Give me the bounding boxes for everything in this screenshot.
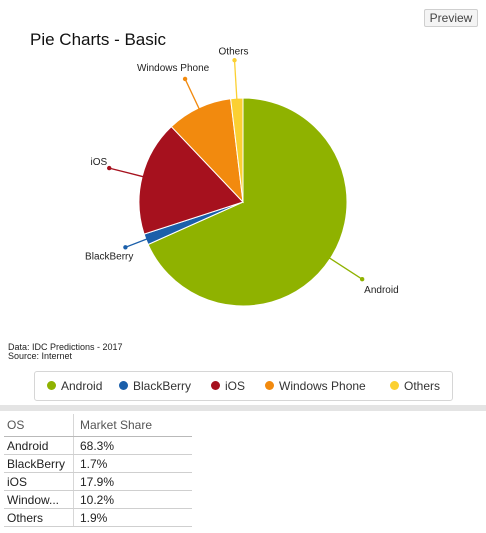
column-header-os: OS bbox=[4, 414, 74, 437]
connector-line-others bbox=[233, 60, 238, 101]
table-row: Window... 10.2% bbox=[4, 490, 192, 509]
legend-item-windows-phone[interactable]: Windows Phone bbox=[265, 372, 366, 400]
table-row: Others 1.9% bbox=[4, 508, 192, 527]
chart-title: Pie Charts - Basic bbox=[30, 30, 167, 49]
data-table: OS Market Share Android 68.3% BlackBerry… bbox=[4, 414, 192, 527]
legend-label: Others bbox=[404, 379, 441, 393]
legend-swatch bbox=[265, 381, 274, 391]
data-label-others: Others bbox=[219, 46, 249, 57]
data-label-ios: iOS bbox=[91, 157, 108, 168]
table-header-row: OS Market Share bbox=[4, 414, 192, 437]
connector-line-android bbox=[328, 256, 363, 280]
cell-share: 68.3% bbox=[73, 436, 192, 455]
connector-line-blackberry bbox=[125, 238, 149, 248]
legend-swatch bbox=[47, 381, 56, 391]
connector-dot-ios bbox=[107, 165, 112, 171]
cell-share: 17.9% bbox=[73, 472, 192, 491]
connector-dot-blackberry bbox=[123, 245, 128, 250]
legend-label: iOS bbox=[225, 379, 246, 393]
connector-line-ios bbox=[109, 167, 145, 178]
legend-label: Android bbox=[61, 379, 103, 393]
column-header-market-share: Market Share bbox=[73, 414, 192, 437]
legend-label: BlackBerry bbox=[133, 379, 192, 393]
cell-share: 10.2% bbox=[73, 490, 192, 509]
legend-item-android[interactable]: Android bbox=[47, 372, 102, 400]
connector-dot-windows-phone bbox=[182, 76, 188, 82]
legend-swatch bbox=[119, 381, 128, 391]
legend-swatch bbox=[390, 381, 399, 391]
cell-share: 1.7% bbox=[73, 454, 192, 473]
chart-legend: Android BlackBerry iOS Windows Phone Others bbox=[34, 371, 453, 401]
source-note: Data: IDC Predictions - 2017 Source: Int… bbox=[8, 343, 123, 361]
cell-os: Window... bbox=[4, 490, 74, 509]
legend-label: Windows Phone bbox=[279, 379, 366, 393]
cell-os: Others bbox=[4, 508, 74, 527]
legend-item-others[interactable]: Others bbox=[390, 372, 440, 400]
table-row: iOS 17.9% bbox=[4, 472, 192, 491]
source-data-text: Data: IDC Predictions - 2017 bbox=[8, 342, 123, 352]
table-row: BlackBerry 1.7% bbox=[4, 454, 192, 473]
cell-os: iOS bbox=[4, 472, 74, 491]
cell-os: Android bbox=[4, 436, 74, 455]
legend-item-ios[interactable]: iOS bbox=[211, 372, 245, 400]
preview-button[interactable]: Preview bbox=[424, 9, 478, 27]
cell-os: BlackBerry bbox=[4, 454, 74, 473]
connector-dot-others bbox=[232, 58, 237, 63]
connector-line-windows-phone bbox=[184, 78, 201, 110]
source-internet-text: Source: Internet bbox=[8, 351, 73, 361]
table-row: Android 68.3% bbox=[4, 436, 192, 455]
data-label-blackberry: BlackBerry bbox=[85, 251, 133, 262]
legend-item-blackberry[interactable]: BlackBerry bbox=[119, 372, 191, 400]
section-divider bbox=[0, 405, 486, 411]
cell-share: 1.9% bbox=[73, 508, 192, 527]
legend-swatch bbox=[211, 381, 220, 391]
data-label-windows-phone: Windows Phone bbox=[137, 63, 210, 74]
pie-chart: Android BlackBerry iOS Windows Phone Others bbox=[85, 46, 399, 307]
data-label-android: Android bbox=[364, 285, 398, 296]
connector-dot-android bbox=[359, 277, 365, 282]
